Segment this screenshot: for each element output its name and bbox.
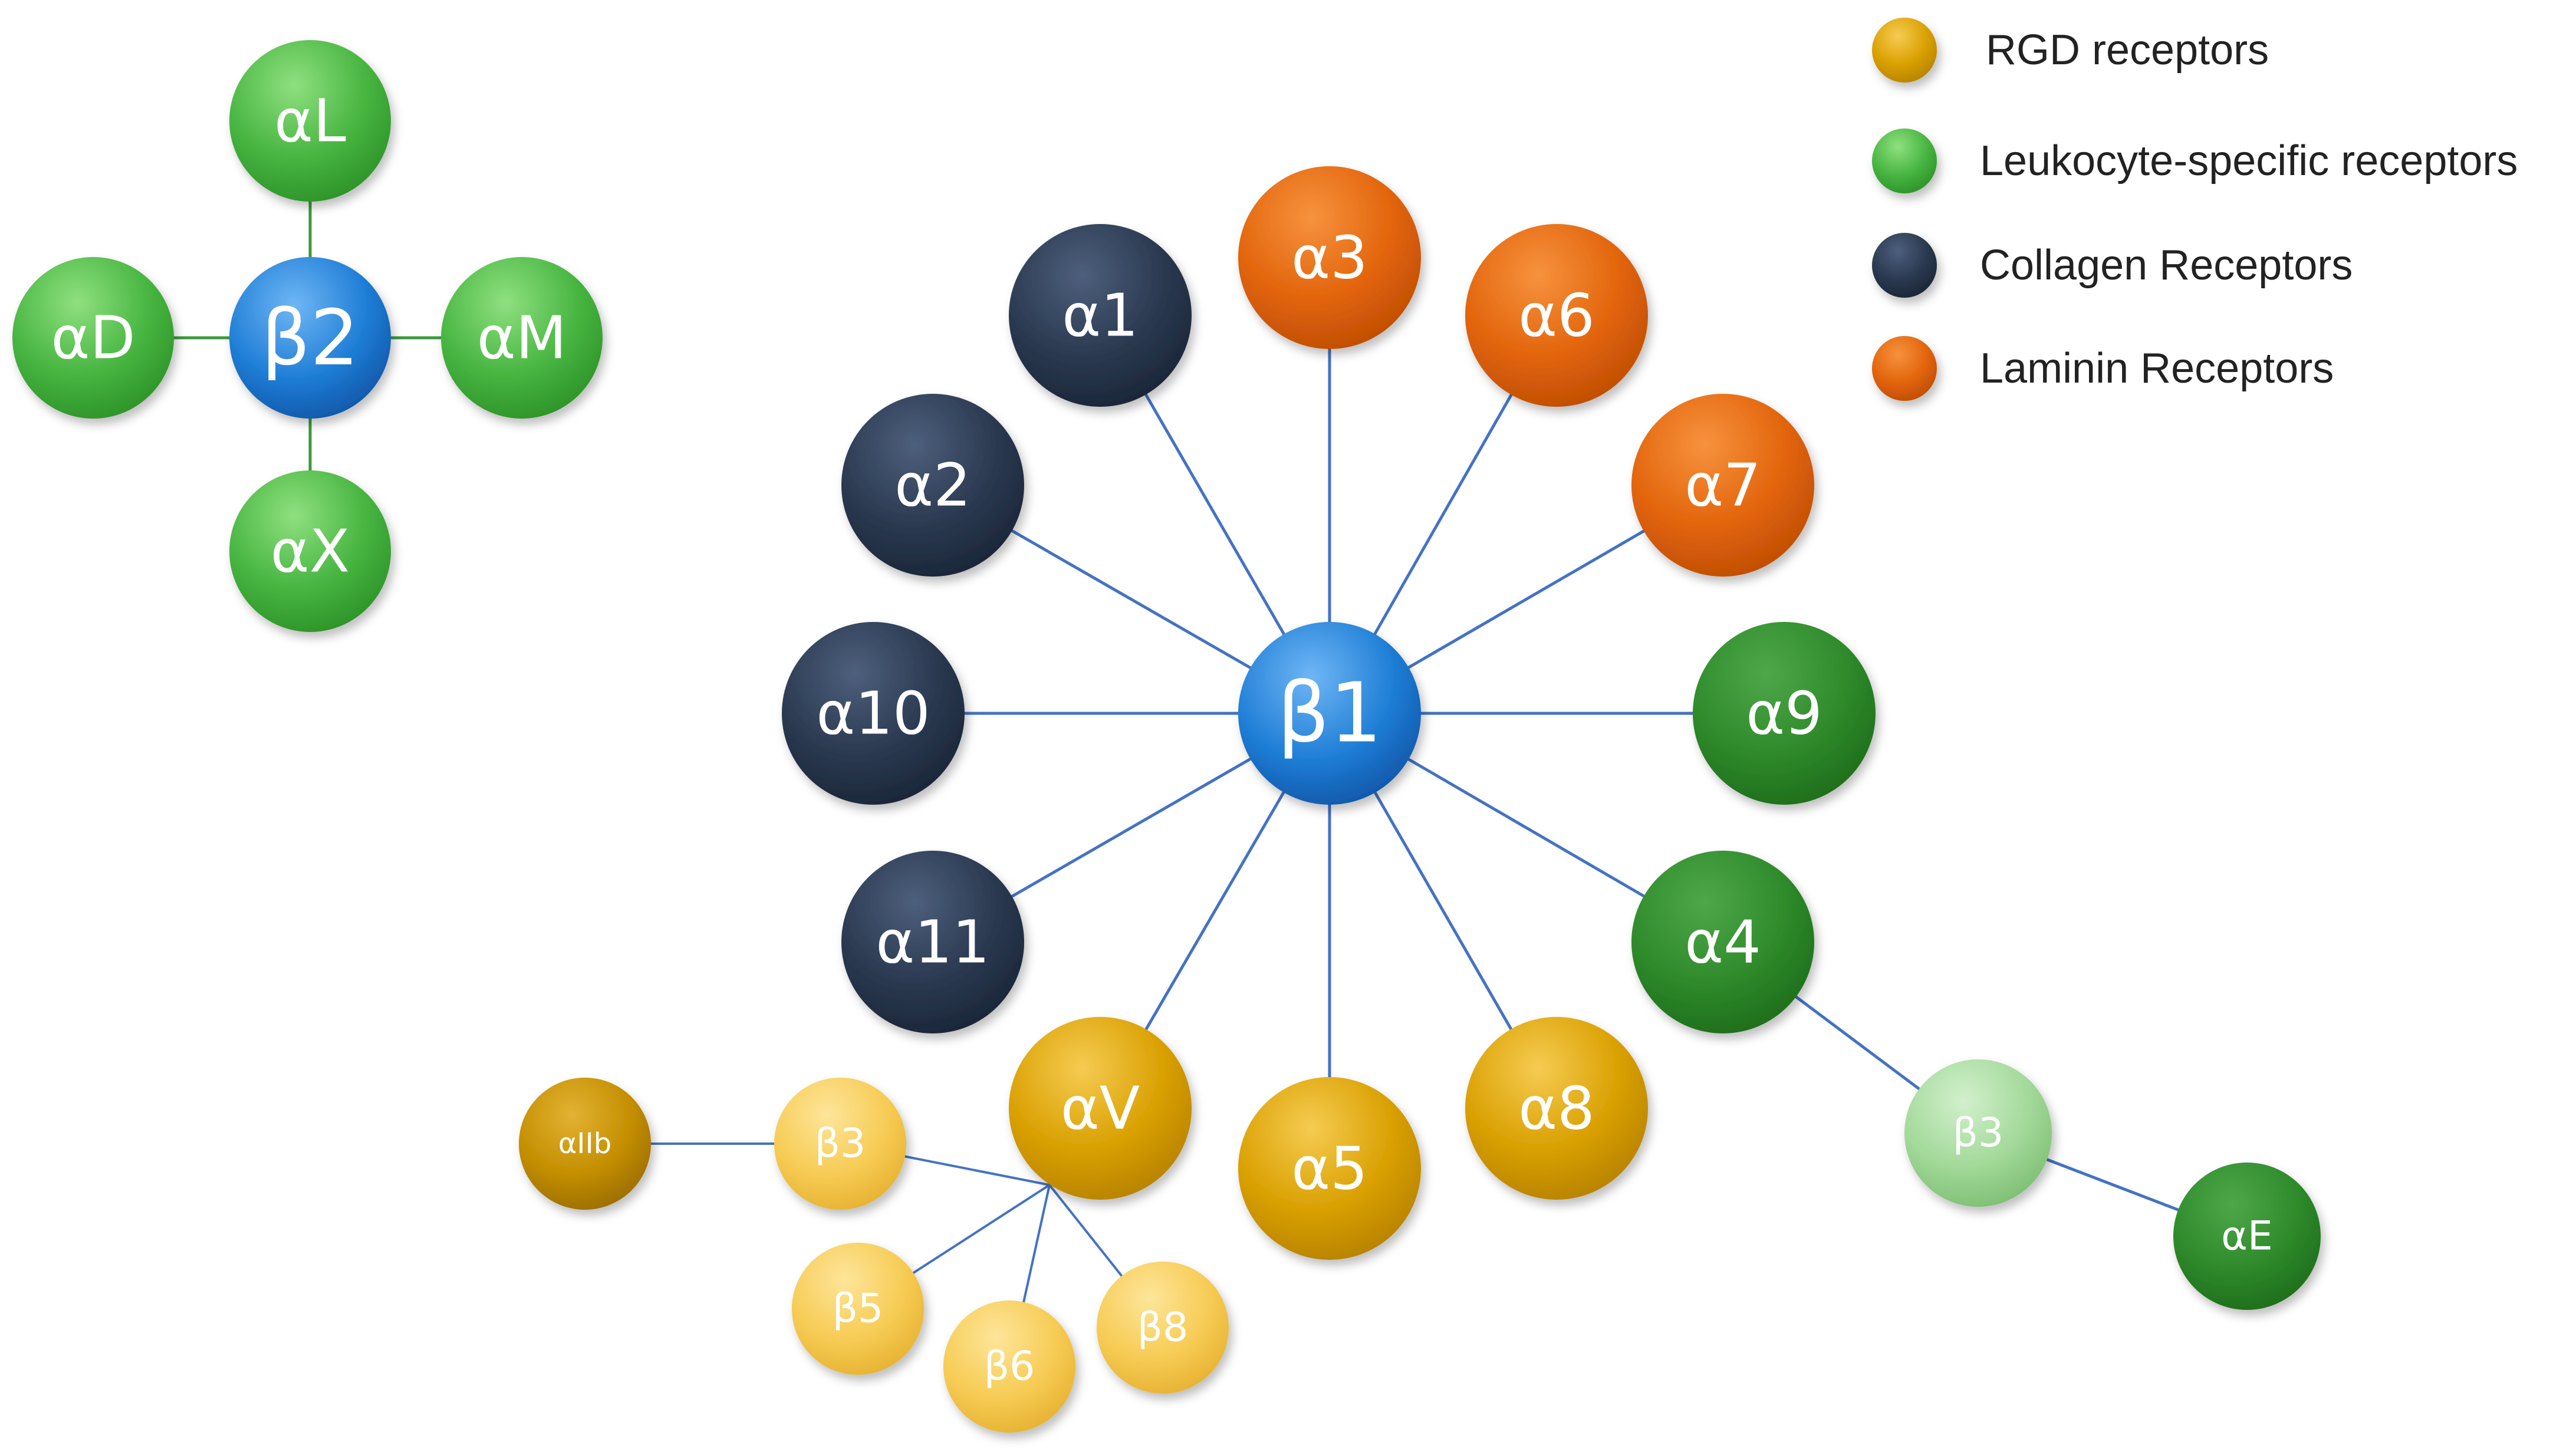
label-a5: α5 [1291, 1134, 1368, 1203]
label-aE: αE [2221, 1213, 2273, 1260]
label-a4: α4 [1685, 908, 1761, 977]
node-a7 [1631, 394, 1814, 577]
node-a9 [1693, 622, 1876, 805]
legend: RGD receptors Leukocyte-specific recepto… [1872, 18, 2518, 401]
node-labels: αL αD αM αX β2 α1 α2 α10 α11 α3 α6 α7 α9… [51, 87, 2273, 1390]
node-aD [12, 257, 174, 419]
node-b2 [229, 257, 391, 419]
node-a10 [782, 622, 965, 805]
node-b6 [943, 1300, 1075, 1433]
label-b8: β8 [1137, 1305, 1189, 1351]
legend-swatch-rgd [1872, 18, 1937, 83]
label-a3: α3 [1291, 223, 1368, 292]
node-aV [1009, 1017, 1192, 1200]
node-a11 [841, 851, 1024, 1033]
legend-swatch-collagen [1872, 233, 1937, 298]
label-b2: β2 [261, 293, 359, 383]
node-a1 [1009, 224, 1192, 407]
label-b1: β1 [1277, 666, 1382, 762]
node-aX [229, 470, 391, 632]
label-aM: αM [477, 304, 567, 373]
label-aL: αL [274, 87, 346, 156]
label-a7: α7 [1685, 451, 1761, 520]
node-a5 [1238, 1077, 1421, 1260]
node-b1 [1238, 622, 1421, 805]
label-a8: α8 [1518, 1074, 1595, 1143]
label-aIIb: αIIb [558, 1127, 611, 1160]
label-aX: αX [271, 517, 350, 586]
node-b8 [1097, 1262, 1229, 1394]
legend-item-collagen [1872, 233, 1937, 298]
node-aM [441, 257, 603, 419]
node-b3 [774, 1078, 906, 1210]
label-a6: α6 [1518, 281, 1595, 350]
label-b3: β3 [815, 1121, 866, 1167]
label-a10: α10 [816, 679, 930, 748]
node-a8 [1465, 1017, 1648, 1200]
label-a9: α9 [1746, 679, 1822, 748]
label-b3-green: β3 [1953, 1110, 2004, 1157]
nodes [12, 40, 2321, 1433]
legend-label-collagen: Collagen Receptors [1980, 242, 2353, 289]
label-a1: α1 [1062, 281, 1139, 350]
label-b5: β5 [833, 1286, 884, 1332]
node-b3-green [1904, 1059, 2052, 1207]
node-a2 [841, 394, 1024, 577]
legend-item-rgd [1872, 18, 1937, 83]
legend-label-leukocyte: Leukocyte-specific receptors [1980, 137, 2518, 185]
label-a2: α2 [894, 451, 971, 520]
node-aE [2173, 1163, 2321, 1310]
label-aD: αD [51, 304, 136, 373]
node-b5 [792, 1243, 924, 1375]
node-a6 [1465, 224, 1648, 407]
legend-item-laminin [1872, 336, 1937, 401]
label-aV: αV [1061, 1074, 1140, 1143]
label-a11: α11 [876, 908, 989, 977]
legend-swatch-leukocyte [1872, 129, 1937, 193]
node-a3 [1238, 166, 1421, 349]
label-b6: β6 [984, 1344, 1035, 1390]
node-a4 [1631, 851, 1814, 1033]
legend-label-rgd: RGD receptors [1986, 27, 2269, 74]
node-aIIb [519, 1078, 651, 1210]
legend-swatch-laminin [1872, 336, 1937, 401]
legend-item-leukocyte [1872, 129, 1937, 193]
node-aL [229, 40, 391, 202]
legend-label-laminin: Laminin Receptors [1980, 345, 2334, 392]
